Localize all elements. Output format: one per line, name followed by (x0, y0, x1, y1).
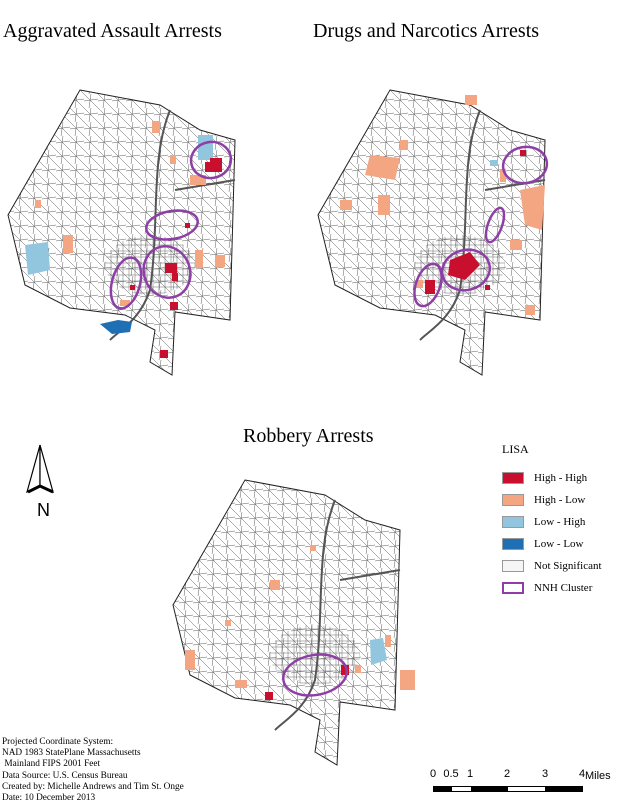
legend: LISA High - High High - Low Low - High L… (502, 442, 617, 599)
map-aggravated-assault (7, 89, 236, 376)
legend-title: LISA (502, 442, 529, 456)
legend-label: Low - High (534, 516, 586, 528)
high-high-areas (425, 150, 526, 294)
north-arrow-icon (26, 444, 54, 494)
legend-item-high-low: High - Low (502, 489, 617, 511)
info-line: Data Source: U.S. Census Bureau (2, 770, 128, 781)
legend-label: NNH Cluster (534, 582, 593, 594)
city-boundary (172, 479, 401, 766)
title-drugs-narcotics: Drugs and Narcotics Arrests (313, 20, 540, 42)
map-robbery (172, 479, 415, 766)
north-label: N (37, 500, 50, 520)
low-high-swatch (502, 516, 524, 528)
scale-tick: 0.5 (443, 768, 459, 780)
low-low-swatch (502, 538, 524, 550)
scale-tick: 3 (541, 768, 549, 780)
info-line: NAD 1983 StatePlane Massachusetts (2, 748, 141, 759)
nnh-clusters (413, 145, 549, 308)
legend-label: Not Significant (534, 560, 602, 572)
scale-bar-segments (433, 786, 583, 792)
legend-item-low-high: Low - High (502, 511, 617, 533)
nnh-cluster-swatch (502, 582, 524, 594)
high-high-swatch (502, 472, 524, 484)
legend-item-low-low: Low - Low (502, 533, 617, 555)
nnh-clusters (282, 653, 348, 697)
legend-item-nnh-cluster: NNH Cluster (502, 577, 617, 599)
scale-tick: 4 (578, 768, 586, 780)
high-high-areas (265, 665, 349, 700)
low-low-areas (100, 320, 132, 334)
high-high-areas (130, 158, 222, 358)
scale-bar: 0 0.5 1 2 3 4 Miles (425, 768, 615, 798)
scale-tick: 0 (429, 768, 437, 780)
title-aggravated-assault: Aggravated Assault Arrests (3, 20, 222, 42)
low-high-areas (490, 160, 498, 166)
high-low-swatch (502, 494, 524, 506)
info-line: Mainland FIPS 2001 Feet (2, 759, 101, 770)
scale-unit: Miles (585, 770, 611, 782)
title-robbery: Robbery Arrests (243, 425, 374, 447)
city-boundary (317, 89, 546, 376)
scale-tick: 1 (466, 768, 474, 780)
not-significant-swatch (502, 560, 524, 572)
city-boundary (7, 89, 236, 376)
map-drugs-narcotics (317, 89, 549, 376)
scale-tick: 2 (503, 768, 511, 780)
info-line: Projected Coordinate System: (2, 737, 114, 747)
map-info: Projected Coordinate System: NAD 1983 Sta… (2, 737, 184, 804)
legend-label: High - Low (534, 494, 586, 506)
nnh-clusters (109, 140, 233, 310)
low-high-areas (370, 638, 387, 665)
info-line: Date: 10 December 2013 (2, 793, 96, 804)
highway (274, 499, 336, 731)
highway (339, 569, 401, 581)
legend-label: Low - Low (534, 538, 584, 550)
legend-item-not-significant: Not Significant (502, 555, 617, 577)
high-low-areas (35, 121, 225, 306)
high-low-areas (185, 545, 415, 690)
info-line: Created by: Michelle Andrews and Tim St.… (2, 781, 184, 792)
high-low-areas (340, 95, 545, 315)
legend-item-high-high: High - High (502, 467, 617, 489)
legend-label: High - High (534, 472, 588, 484)
